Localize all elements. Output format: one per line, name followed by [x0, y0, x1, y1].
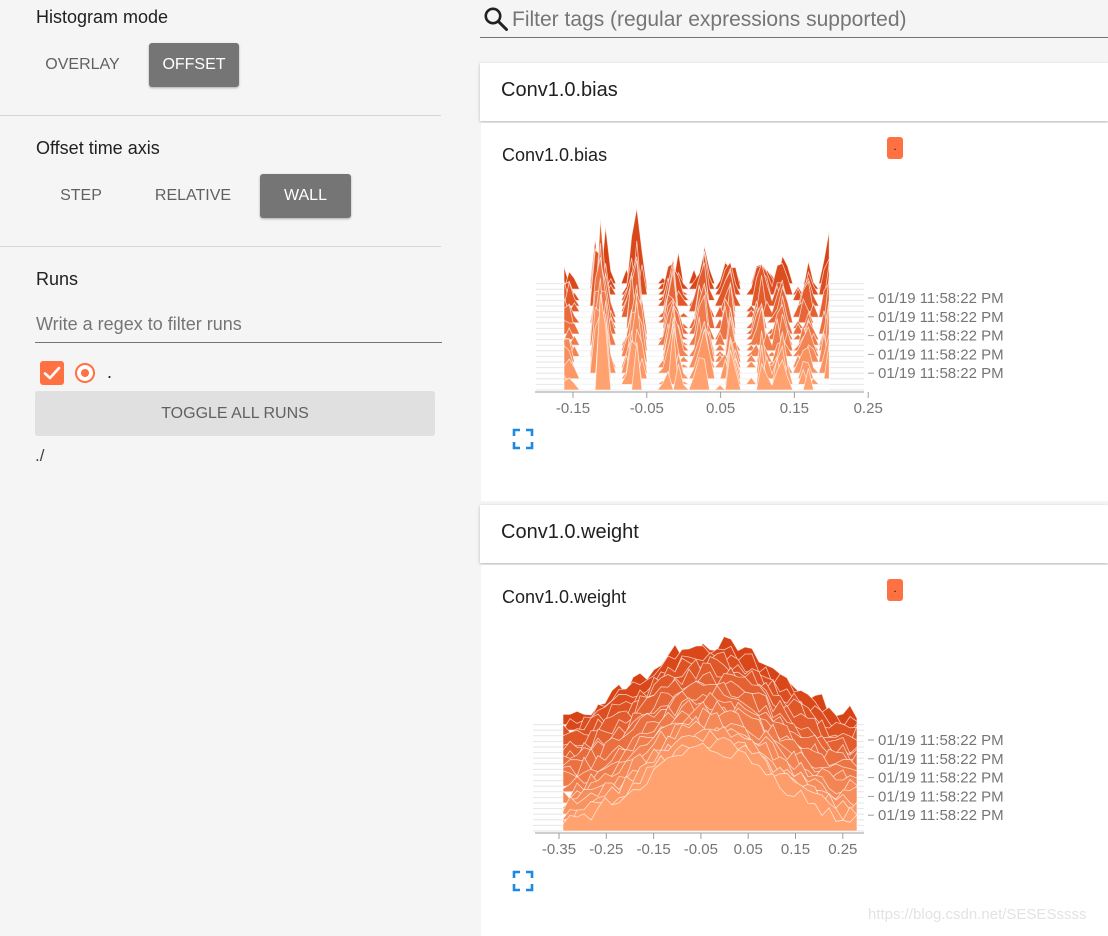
step-button[interactable]: STEP: [60, 187, 102, 204]
overlay-button[interactable]: OVERLAY: [45, 56, 120, 73]
x-tick-label: -0.15: [556, 400, 590, 417]
histogram-card-weight: Conv1.0.weight . -0.35 -0.25 -0.15 -0.05 0.0…: [481, 565, 1108, 936]
time-label: 01/19 11:58:22 PM: [878, 365, 1004, 382]
run-log-dir: ./: [35, 446, 45, 465]
runs-title: Runs: [36, 269, 79, 289]
expand-icon[interactable]: [512, 428, 534, 450]
card-title: Conv1.0.bias: [502, 145, 608, 165]
x-tick-label: -0.15: [636, 841, 670, 858]
relative-button[interactable]: RELATIVE: [154, 187, 232, 204]
run-badge: .: [887, 579, 903, 601]
run-badge: .: [887, 137, 903, 159]
offset-time-axis-title: Offset time axis: [36, 138, 160, 158]
x-tick-label: 0.25: [828, 841, 857, 858]
watermark: https://blog.csdn.net/SESESssss: [868, 906, 1087, 923]
x-tick-label: -0.05: [630, 400, 664, 417]
histogram-mode-title: Histogram mode: [36, 7, 169, 27]
divider: [0, 115, 441, 116]
sidebar: Histogram mode OVERLAY OFFSET Offset tim…: [0, 0, 442, 936]
x-tick-label: -0.25: [589, 841, 623, 858]
time-label: 01/19 11:58:22 PM: [878, 290, 1004, 307]
card-title: Conv1.0.weight: [502, 587, 627, 607]
x-tick-label: 0.25: [854, 400, 883, 417]
run-checkbox[interactable]: [40, 361, 64, 385]
ridge-histogram: [563, 293, 830, 391]
time-label: 01/19 11:58:22 PM: [878, 309, 1004, 326]
ridge-histogram: [562, 742, 858, 832]
category-title: Conv1.0.bias: [501, 79, 618, 101]
toggle-all-runs-button[interactable]: TOGGLE ALL RUNS: [35, 391, 435, 436]
runs-filter-input[interactable]: [35, 306, 442, 343]
expand-icon[interactable]: [512, 870, 534, 892]
x-tick-label: 0.15: [780, 400, 809, 417]
run-color-radio[interactable]: [75, 363, 95, 383]
check-icon: [43, 366, 61, 380]
histogram-chart-weight: -0.35 -0.25 -0.15 -0.05 0.05 0.15 0.25 01/19 11…: [533, 636, 1004, 858]
filter-underline: [480, 37, 1108, 38]
x-tick-label: 0.15: [781, 841, 810, 858]
time-label: 01/19 11:58:22 PM: [878, 751, 1004, 768]
offset-button[interactable]: OFFSET: [149, 43, 239, 87]
divider: [0, 246, 441, 247]
time-label: 01/19 11:58:22 PM: [878, 770, 1004, 787]
x-tick-label: -0.05: [684, 841, 718, 858]
time-label: 01/19 11:58:22 PM: [878, 732, 1004, 749]
tag-filter-input[interactable]: [512, 4, 1108, 36]
histogram-card-bias: Conv1.0.bias . -0.15 -0.05 0.05 0.15 0.25 01/…: [481, 123, 1108, 501]
x-tick-label: 0.05: [734, 841, 763, 858]
time-label: 01/19 11:58:22 PM: [878, 807, 1004, 824]
category-header-weight[interactable]: Conv1.0.weight: [480, 505, 1108, 563]
run-name: .: [107, 362, 113, 382]
category-title: Conv1.0.weight: [501, 521, 639, 543]
x-tick-label: -0.35: [542, 841, 576, 858]
search-icon: [484, 7, 508, 31]
time-label: 01/19 11:58:22 PM: [878, 328, 1004, 345]
category-header-bias[interactable]: Conv1.0.bias: [480, 63, 1108, 121]
x-tick-label: 0.05: [706, 400, 735, 417]
wall-button[interactable]: WALL: [260, 174, 351, 218]
time-label: 01/19 11:58:22 PM: [878, 346, 1004, 363]
time-label: 01/19 11:58:22 PM: [878, 788, 1004, 805]
